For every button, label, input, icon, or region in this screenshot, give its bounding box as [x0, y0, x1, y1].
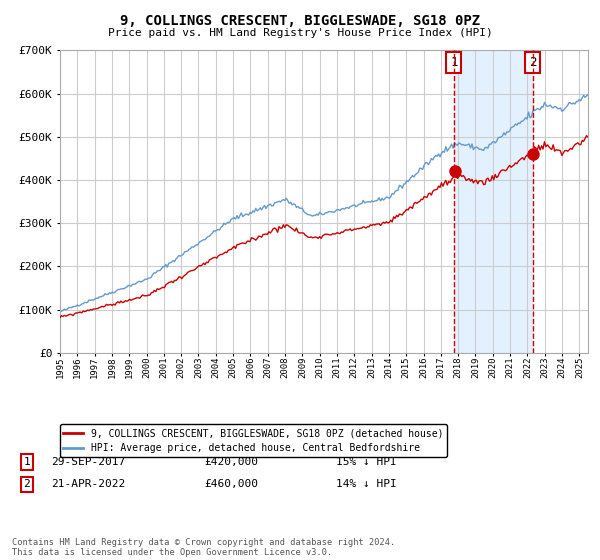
Text: 15% ↓ HPI: 15% ↓ HPI: [336, 457, 397, 467]
Text: 2: 2: [23, 479, 31, 489]
Text: £460,000: £460,000: [204, 479, 258, 489]
Text: Contains HM Land Registry data © Crown copyright and database right 2024.
This d: Contains HM Land Registry data © Crown c…: [12, 538, 395, 557]
Text: 1: 1: [23, 457, 31, 467]
Text: 14% ↓ HPI: 14% ↓ HPI: [336, 479, 397, 489]
Text: 29-SEP-2017: 29-SEP-2017: [51, 457, 125, 467]
Legend: 9, COLLINGS CRESCENT, BIGGLESWADE, SG18 0PZ (detached house), HPI: Average price: 9, COLLINGS CRESCENT, BIGGLESWADE, SG18 …: [59, 424, 447, 457]
Bar: [454, 50, 533, 353]
Text: Price paid vs. HM Land Registry's House Price Index (HPI): Price paid vs. HM Land Registry's House …: [107, 28, 493, 38]
Text: 1: 1: [450, 56, 458, 69]
Text: £420,000: £420,000: [204, 457, 258, 467]
Text: 2: 2: [529, 56, 536, 69]
Text: 9, COLLINGS CRESCENT, BIGGLESWADE, SG18 0PZ: 9, COLLINGS CRESCENT, BIGGLESWADE, SG18 …: [120, 14, 480, 28]
Text: 21-APR-2022: 21-APR-2022: [51, 479, 125, 489]
